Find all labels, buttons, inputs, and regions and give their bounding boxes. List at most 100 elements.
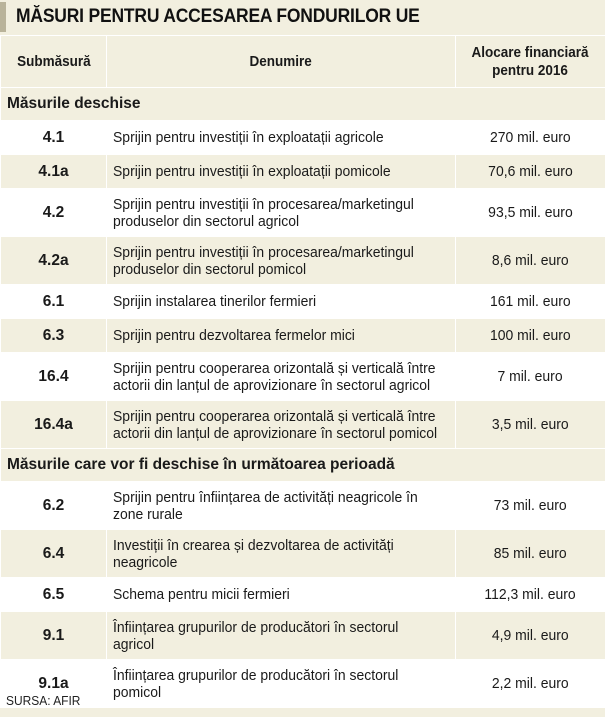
section-header-row: Măsurile care vor fi deschise în următoa… [0,448,605,482]
measure-name-line: Sprijin instalarea tinerilor fermieri [113,293,317,310]
allocation-value: 112,3 mil. euro [455,577,605,612]
submeasure-code: 9.1a [0,659,107,708]
measure-name: Sprijin instalarea tinerilor fermieri [106,284,456,319]
allocation-value: 2,2 mil. euro [455,659,605,708]
table-row: 4.2 Sprijin pentru investiții în procesar… [0,188,605,237]
measure-name-line: Sprijin pentru dezvoltarea fermelor mici [113,327,355,344]
submeasure-code: 4.1 [0,120,107,155]
measure-name-line: Înființarea grupurilor de producători în… [113,666,399,684]
measure-name-line: Sprijin pentru investiții în procesarea/… [113,243,414,261]
allocation-value: 93,5 mil. euro [455,188,605,237]
allocation-value: 85 mil. euro [455,529,605,578]
measure-name-line: Investiții în crearea și dezvoltarea de … [113,536,394,554]
submeasure-code: 9.1 [0,611,107,660]
table-header-row: Submăsură Denumire Alocare financiară pen… [0,35,605,88]
measure-name-line: pomicol [113,683,162,701]
measure-name-line: actorii din lanțul de aprovizionare în s… [113,424,438,442]
table-row: 4.2a Sprijin pentru investiții în procesa… [0,236,605,285]
measure-name-line: produselor din sectorul pomicol [113,260,307,278]
table-row: 16.4 Sprijin pentru cooperarea orizontală… [0,352,605,401]
measure-name: Sprijin pentru investiții în procesarea/… [106,188,456,237]
measure-name-line: Sprijin pentru cooperarea orizontală și … [113,359,436,377]
allocation-value: 161 mil. euro [455,284,605,319]
measure-name: Sprijin pentru cooperarea orizontală și … [106,352,456,401]
title-accent-bar [0,2,6,32]
section-label: Măsurile deschise [0,87,605,121]
allocation-value: 8,6 mil. euro [455,236,605,285]
measure-name-line: Înființarea grupurilor de producători în… [113,618,399,636]
allocation-text: 8,6 mil. euro [492,252,569,269]
measure-name: Sprijin pentru cooperarea orizontală și … [106,400,456,449]
page-title: MĂSURI PENTRU ACCESAREA FONDURILOR UE [16,6,420,27]
allocation-text: 270 mil. euro [490,129,571,146]
header-code: Submăsură [0,35,107,88]
allocation-text: 2,2 mil. euro [492,675,569,692]
allocation-text: 161 mil. euro [490,293,571,310]
measure-name: Sprijin pentru înființarea de activități… [106,481,456,530]
allocation-text: 100 mil. euro [490,327,571,344]
table-row: 6.5 Schema pentru micii fermieri 112,3 mil… [0,577,605,612]
measure-name-line: Sprijin pentru investiții în exploatații… [113,163,391,180]
measure-name-line: Sprijin pentru cooperarea orizontală și … [113,407,436,425]
measure-name: Investiții în crearea și dezvoltarea de … [106,529,456,578]
allocation-value: 3,5 mil. euro [455,400,605,449]
header-alloc: Alocare financiară pentru 2016 [455,35,605,88]
measure-name: Sprijin pentru investiții în exploatații… [106,120,456,155]
allocation-text: 85 mil. euro [494,545,567,562]
section-label: Măsurile care vor fi deschise în următoa… [0,448,605,482]
submeasure-code: 6.4 [0,529,107,578]
allocation-text: 4,9 mil. euro [492,627,569,644]
allocation-value: 4,9 mil. euro [455,611,605,660]
table-row: 6.1 Sprijin instalarea tinerilor fermieri… [0,284,605,319]
measure-name-line: Sprijin pentru înființarea de activități… [113,488,418,506]
measures-table: Submăsură Denumire Alocare financiară pen… [0,35,605,708]
measure-name-line: Sprijin pentru investiții în procesarea/… [113,195,414,213]
table-row: 6.2 Sprijin pentru înființarea de activit… [0,481,605,530]
measure-name: Schema pentru micii fermieri [106,577,456,612]
measure-name: Înființarea grupurilor de producători în… [106,611,456,660]
table-row: 9.1 Înființarea grupurilor de producători… [0,611,605,660]
header-name: Denumire [106,35,456,88]
allocation-value: 7 mil. euro [455,352,605,401]
submeasure-code: 6.1 [0,284,107,319]
allocation-text: 70,6 mil. euro [488,163,573,180]
submeasure-code: 16.4 [0,352,107,401]
allocation-value: 100 mil. euro [455,318,605,353]
table-row: 6.3 Sprijin pentru dezvoltarea fermelor m… [0,318,605,353]
allocation-text: 73 mil. euro [494,497,567,514]
measure-name-line: neagricole [113,553,178,571]
allocation-text: 112,3 mil. euro [484,586,577,603]
measure-name-line: Sprijin pentru investiții în exploatații… [113,129,384,146]
measure-name-line: actorii din lanțul de aprovizionare în s… [113,376,431,394]
title-bar: MĂSURI PENTRU ACCESAREA FONDURILOR UE [0,0,605,34]
allocation-text: 3,5 mil. euro [492,416,569,433]
allocation-text: 93,5 mil. euro [488,204,573,221]
submeasure-code: 6.3 [0,318,107,353]
allocation-value: 270 mil. euro [455,120,605,155]
submeasure-code: 4.1a [0,154,107,189]
measure-name: Sprijin pentru investiții în exploatații… [106,154,456,189]
measure-name: Sprijin pentru investiții în procesarea/… [106,236,456,285]
submeasure-code: 16.4a [0,400,107,449]
allocation-value: 70,6 mil. euro [455,154,605,189]
allocation-text: 7 mil. euro [497,368,564,385]
measure-name-line: produselor din sectorul agricol [113,212,300,230]
measure-name-line: agricol [113,635,155,653]
table-row: 4.1a Sprijin pentru investiții în exploat… [0,154,605,189]
measure-name-line: zone rurale [113,505,183,523]
table-row: 6.4 Investiții în crearea și dezvoltarea … [0,529,605,578]
measure-name: Înființarea grupurilor de producători în… [106,659,456,708]
submeasure-code: 4.2 [0,188,107,237]
submeasure-code: 6.5 [0,577,107,612]
source-note: SURSA: AFIR [6,693,81,708]
measure-name-line: Schema pentru micii fermieri [113,586,290,603]
table-row: 16.4a Sprijin pentru cooperarea orizontal… [0,400,605,449]
measure-name: Sprijin pentru dezvoltarea fermelor mici [106,318,456,353]
allocation-value: 73 mil. euro [455,481,605,530]
table-row: 4.1 Sprijin pentru investiții în exploata… [0,120,605,155]
submeasure-code: 4.2a [0,236,107,285]
section-header-row: Măsurile deschise [0,87,605,121]
table-row: 9.1a Înființarea grupurilor de producător… [0,659,605,708]
submeasure-code: 6.2 [0,481,107,530]
